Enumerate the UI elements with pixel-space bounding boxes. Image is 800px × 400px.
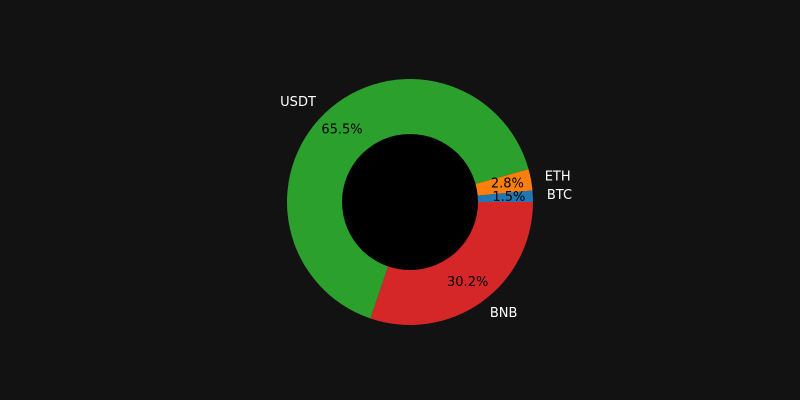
label-eth: ETH [545,170,571,185]
pct-label-eth: 2.8% [491,177,524,192]
labels-group: BTC 1.5% ETH 2.8% USDT 65.5% BNB 30.2% [280,95,572,321]
pct-label-btc: 1.5% [492,190,525,205]
label-bnb: BNB [490,306,518,321]
donut-hole [342,134,478,270]
pct-label-usdt: 65.5% [321,123,362,138]
label-btc: BTC [547,188,572,203]
pct-label-bnb: 30.2% [447,275,488,290]
label-usdt: USDT [280,95,316,110]
